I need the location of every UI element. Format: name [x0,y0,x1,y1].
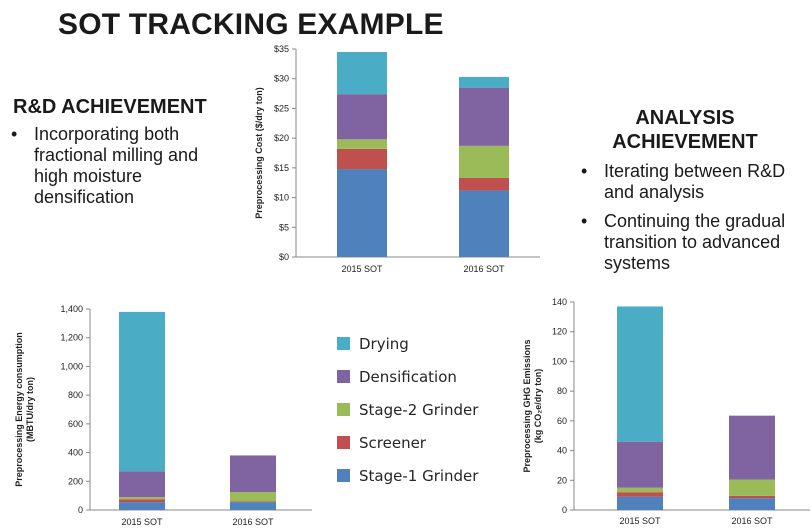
y-axis-label: (MBTU/dry ton) [25,377,35,442]
x-tick-label: 2015 SOT [619,516,661,526]
bar-segment-densification [459,87,509,146]
analysis-achievement-bullets: • Iterating between R&D and analysis • C… [578,161,812,274]
bar-segment-stage-2-grinder [459,145,509,178]
bar-segment-stage-1-grinder [729,498,775,510]
bar-segment-screener [617,492,663,497]
bar-segment-stage-1-grinder [230,502,276,510]
chart-legend: Drying Densification Stage-2 Grinder Scr… [337,327,478,492]
analysis-achievement-heading: ANALYSIS ACHIEVEMENT [612,107,758,153]
y-tick-label: $35 [274,44,289,54]
bar-segment-screener [230,501,276,503]
bar-segment-drying [337,51,387,95]
legend-swatch-drying [337,337,350,350]
y-tick-label: 1,000 [60,361,83,371]
bar-segment-densification [729,415,775,480]
x-tick-label: 2015 SOT [121,517,163,527]
bar-segment-densification [230,455,276,493]
y-tick-label: $25 [274,103,289,113]
legend-swatch-stage-1-grinder [337,469,350,482]
bar-segment-stage-2-grinder [729,479,775,496]
bar-segment-stage-2-grinder [617,487,663,493]
bullet-item: • Continuing the gradual transition to a… [581,211,786,273]
y-tick-label: 800 [68,390,83,400]
legend-item-stage-2-grinder: Stage-2 Grinder [337,393,478,426]
y-axis-label: Preprocessing GHG Emissions [522,339,532,472]
y-tick-label: 60 [557,416,567,426]
legend-item-stage-1-grinder: Stage-1 Grinder [337,459,478,492]
y-tick-label: 120 [552,327,567,337]
rd-achievement-bullets: • Incorporating both fractional milling … [8,124,248,208]
legend-item-drying: Drying [337,327,478,360]
legend-item-screener: Screener [337,426,478,459]
bar-segment-screener [119,499,165,503]
x-tick-label: 2015 SOT [341,264,383,274]
y-tick-label: 600 [68,419,83,429]
energy-chart: 0 200 400 600 800 1,000 1,200 1,400 2015 SOT 2016… [14,304,312,527]
bar-segment-densification [337,94,387,140]
bar-segment-drying [119,311,165,472]
bar-segment-stage-2-grinder [119,497,165,500]
bar-segment-stage-1-grinder [617,496,663,510]
y-tick-label: 0 [562,505,567,515]
rd-achievement-heading: R&D ACHIEVEMENT [13,96,207,118]
legend-swatch-stage-2-grinder [337,403,350,416]
legend-swatch-densification [337,370,350,383]
cost-chart: $0 $5 $10 $15 $20 $25 $30 $35 2015 SOT 2016 SOT Pr… [254,44,540,274]
x-tick-label: 2016 SOT [232,517,274,527]
bar-segment-stage-1-grinder [119,502,165,510]
bar-segment-screener [337,148,387,170]
y-tick-label: 80 [557,386,567,396]
y-tick-label: 200 [68,476,83,486]
y-tick-label: $0 [279,252,289,262]
bar-segment-stage-2-grinder [337,139,387,149]
y-tick-label: $30 [274,74,289,84]
y-tick-label: $20 [274,133,289,143]
legend-swatch-screener [337,436,350,449]
bar-segment-drying [459,76,509,88]
legend-item-densification: Densification [337,360,478,393]
y-tick-label: 20 [557,475,567,485]
y-axis-label: Preprocessing Cost ($/dry ton) [254,87,264,219]
bar-segment-drying [617,306,663,442]
bar-segment-stage-1-grinder [337,169,387,257]
bar-segment-screener [459,177,509,191]
slide-title: SOT TRACKING EXAMPLE [58,8,444,41]
y-axis-label: (kg CO₂e/dry ton) [533,369,543,444]
y-tick-label: 40 [557,446,567,456]
ghg-chart: 0 20 40 60 80 100 120 140 2015 SOT 2016 SOT Prepro… [522,297,810,526]
bullet-item: • Incorporating both fractional milling … [11,124,199,207]
y-axis-label: Preprocessing Energy consumption [14,332,24,487]
bar-segment-stage-1-grinder [459,190,509,257]
y-tick-label: 100 [552,356,567,366]
y-tick-label: 400 [68,448,83,458]
bar-segment-densification [119,471,165,498]
y-tick-label: 1,200 [60,333,83,343]
y-tick-label: 140 [552,297,567,307]
y-tick-label: $5 [279,222,289,232]
x-tick-label: 2016 SOT [463,264,505,274]
y-tick-label: $15 [274,163,289,173]
y-tick-label: 1,400 [60,304,83,314]
bar-segment-densification [617,441,663,488]
y-tick-label: $10 [274,193,289,203]
y-tick-label: 0 [78,505,83,515]
bar-segment-screener [729,495,775,499]
x-tick-label: 2016 SOT [731,516,773,526]
bar-segment-stage-2-grinder [230,492,276,502]
bullet-item: • Iterating between R&D and analysis [581,161,786,202]
